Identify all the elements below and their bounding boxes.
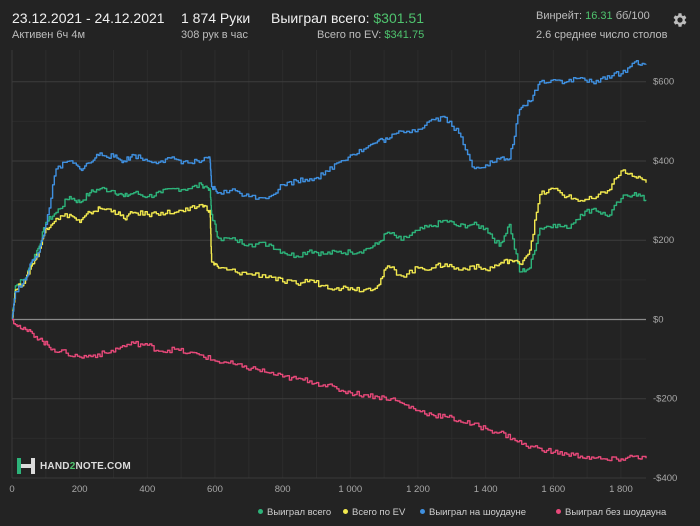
total-won-value: $301.51 (373, 10, 424, 26)
y-tick-label: $0 (653, 314, 664, 325)
y-tick-label: -$400 (653, 473, 677, 484)
series-line-total-ev (11, 169, 647, 321)
gear-icon[interactable] (671, 11, 689, 29)
series-line-showdown (11, 60, 647, 321)
legend-dot-total-ev (343, 508, 348, 514)
total-ev: Всего по EV: $341.75 (317, 29, 424, 41)
logo-text-two: 2 (69, 461, 76, 472)
chart-legend: Выиграл всего Всего по EV Выиграл на шоу… (0, 504, 700, 522)
winrate-label: Винрейт: (536, 10, 583, 22)
legend-label-non-showdown: Выиграл без шоудауна (565, 507, 667, 518)
legend-item-non-showdown[interactable]: Выиграл без шоудауна (556, 507, 666, 518)
results-chart: 0 200 400 600 800 1 000 1 200 1 400 1 600 1 800 $6… (9, 50, 677, 495)
legend-label-showdown: Выиграл на шоудауне (429, 507, 527, 518)
legend-item-showdown[interactable]: Выиграл на шоудауне (420, 507, 526, 518)
x-tick-label: 600 (207, 484, 223, 495)
winrate-unit: бб/100 (615, 10, 650, 22)
total-ev-label: Всего по EV: (317, 29, 382, 41)
legend-dot-showdown (420, 508, 425, 514)
total-ev-value: $341.75 (384, 29, 425, 41)
y-tick-label: $600 (653, 77, 674, 88)
y-tick-label: -$200 (653, 394, 677, 405)
winrate-value: 16.31 (585, 10, 613, 22)
chart-grid (12, 50, 646, 478)
total-won: Выиграл всего: $301.51 (271, 10, 424, 26)
legend-label-total-won: Выиграл всего (267, 507, 332, 518)
x-tick-label: 400 (139, 484, 155, 495)
chart-series (11, 60, 647, 462)
y-tick-label: $400 (653, 156, 674, 167)
x-tick-label: 1 800 (609, 484, 633, 495)
total-won-label: Выиграл всего: (271, 10, 370, 26)
hands-count: 1 874 Руки (181, 10, 251, 26)
x-tick-label: 200 (72, 484, 88, 495)
legend-item-total-ev[interactable]: Всего по EV (343, 507, 405, 518)
hands-per-hour: 308 рук в час (181, 29, 249, 41)
legend-dot-non-showdown (556, 508, 561, 514)
summary-header: 23.12.2021 - 24.12.2021 Активен 6ч 4м 1 … (0, 0, 700, 44)
x-tick-label: 1 400 (474, 484, 498, 495)
series-line-total-won (11, 182, 647, 321)
logo-text-hand: HAND (40, 461, 70, 472)
logo-text-note: NOTE.COM (75, 461, 131, 472)
avg-tables: 2.6 среднее число столов (536, 29, 668, 41)
hand2note-logo-text: HAND2NOTE.COM (40, 461, 131, 472)
x-tick-label: 800 (275, 484, 291, 495)
winrate: Винрейт: 16.31 бб/100 (536, 10, 650, 22)
series-line-non-showdown (12, 318, 647, 462)
x-tick-label: 1 200 (406, 484, 430, 495)
x-tick-label: 1 000 (338, 484, 362, 495)
x-tick-label: 0 (9, 484, 14, 495)
date-range: 23.12.2021 - 24.12.2021 (12, 10, 165, 26)
legend-dot-total-won (258, 508, 263, 514)
hand2note-logo-icon (17, 458, 35, 474)
y-tick-label: $200 (653, 235, 674, 246)
active-time: Активен 6ч 4м (12, 29, 86, 41)
chart-axes: 0 200 400 600 800 1 000 1 200 1 400 1 600 1 800 $6… (9, 50, 677, 495)
x-tick-label: 1 600 (541, 484, 565, 495)
legend-item-total-won[interactable]: Выиграл всего (258, 507, 331, 518)
legend-label-total-ev: Всего по EV (352, 507, 406, 518)
